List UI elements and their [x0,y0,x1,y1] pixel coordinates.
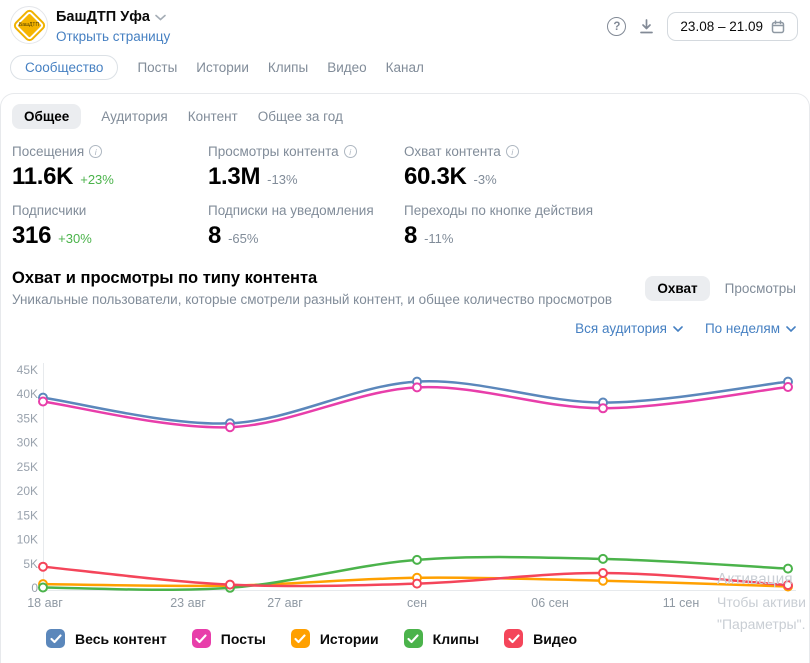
chart-point[interactable] [599,555,607,563]
audience-filter-dropdown[interactable]: Вся аудитория [575,321,683,336]
subtab-content[interactable]: Контент [188,104,238,129]
tab-community[interactable]: Сообщество [10,55,118,80]
date-range-value: 23.08 – 21.09 [680,19,763,34]
chevron-down-icon [673,326,683,332]
watermark-text: Активация Чтобы активи "Параметры". [717,569,806,635]
checkbox-checked-icon[interactable] [46,629,65,648]
stat-card-content-views: Просмотры контента i 1.3M -13% [208,143,404,191]
chart-point[interactable] [226,423,234,431]
stat-value: 1.3M [208,163,260,191]
y-tick-label: 15K [17,508,38,522]
stat-card-subscribers: Подписчики 316 +30% [12,202,208,250]
help-icon[interactable]: ? [607,17,626,36]
stat-delta: -11% [424,231,453,246]
legend-item-all-content[interactable]: Весь контент [46,629,167,648]
chart-point[interactable] [39,398,47,406]
subtab-general-year[interactable]: Общее за год [258,104,343,129]
sub-tabs: Общее Аудитория Контент Общее за год [12,104,343,129]
main-tabs: Сообщество Посты Истории Клипы Видео Кан… [10,55,424,80]
tab-video[interactable]: Видео [327,55,366,80]
chart-point[interactable] [599,404,607,412]
section-subtitle: Уникальные пользователи, которые смотрел… [12,292,612,307]
stat-card-visits: Посещения i 11.6K +23% [12,143,208,191]
y-tick-label: 40K [17,387,38,401]
y-tick-label: 20K [17,484,38,498]
tab-stories[interactable]: Истории [196,55,249,80]
legend-item-posts[interactable]: Посты [192,629,266,648]
tab-channel[interactable]: Канал [386,55,424,80]
x-tick-label: 23 авг [170,596,206,610]
chart-point[interactable] [599,569,607,577]
toggle-views[interactable]: Просмотры [725,281,796,296]
chart-point[interactable] [413,580,421,588]
chevron-down-icon [786,326,796,332]
checkbox-checked-icon[interactable] [404,629,423,648]
y-tick-label: 25K [17,460,38,474]
info-icon[interactable]: i [344,145,357,158]
subtab-general[interactable]: Общее [12,104,81,129]
legend-item-video[interactable]: Видео [504,629,577,648]
community-name[interactable]: БашДТП Уфа [56,9,166,25]
legend-item-clips[interactable]: Клипы [404,629,479,648]
download-icon[interactable] [638,18,655,35]
y-tick-label: 35K [17,411,38,425]
date-range-button[interactable]: 23.08 – 21.09 [667,12,798,41]
y-tick-label: 45K [17,363,38,377]
stat-value: 316 [12,222,51,250]
community-stats-page: БашДТП БашДТП Уфа Открыть страницу ? 23.… [0,0,810,663]
stat-value: 11.6K [12,163,73,191]
stat-card-notification-subs: Подписки на уведомления 8 -65% [208,202,404,250]
chart-legend: Весь контент Посты Истории Клипы Видео [46,629,577,648]
subtab-audience[interactable]: Аудитория [101,104,167,129]
calendar-icon [771,20,785,34]
tab-posts[interactable]: Посты [137,55,177,80]
community-avatar[interactable]: БашДТП [10,6,48,44]
x-tick-label: 18 авг [27,596,63,610]
tab-clips[interactable]: Клипы [268,55,308,80]
stat-delta: -13% [267,172,297,187]
content-reach-chart: 45K 40K 35K 30K 25K 20K 15K 10K 5K 018 авг 23 авг 2… [0,355,810,610]
x-tick-label: сен [407,596,427,610]
section-title: Охват и просмотры по типу контента [12,269,317,288]
stats-grid: Посещения i 11.6K +23% Просмотры контент… [12,143,593,250]
checkbox-checked-icon[interactable] [291,629,310,648]
stat-delta: +23% [80,172,114,187]
stat-value: 60.3K [404,163,467,191]
toggle-reach[interactable]: Охват [645,276,709,301]
chevron-down-icon [155,14,166,21]
y-tick-label: 30K [17,436,38,450]
chart-point[interactable] [226,581,234,589]
avatar-label: БашДТП [19,22,39,28]
stat-delta: -65% [228,231,258,246]
stat-value: 8 [208,222,221,250]
chart-line [43,387,788,427]
stat-delta: -3% [474,172,497,187]
checkbox-checked-icon[interactable] [504,629,523,648]
legend-item-stories[interactable]: Истории [291,629,379,648]
open-page-link[interactable]: Открыть страницу [56,29,170,44]
chart-point[interactable] [39,563,47,571]
y-tick-label: 5K [23,557,38,571]
stat-value: 8 [404,222,417,250]
chart-filters: Вся аудитория По неделям [575,321,796,336]
stat-delta: +30% [58,231,92,246]
period-filter-dropdown[interactable]: По неделям [705,321,796,336]
reach-views-toggle: Охват Просмотры [645,276,796,301]
y-tick-label: 10K [17,533,38,547]
info-icon[interactable]: i [506,145,519,158]
x-tick-label: 27 авг [267,596,303,610]
chart-point[interactable] [784,383,792,391]
stat-card-content-reach: Охват контента i 60.3K -3% [404,143,593,191]
x-tick-label: 06 сен [531,596,569,610]
chart-point[interactable] [413,556,421,564]
info-icon[interactable]: i [89,145,102,158]
x-tick-label: 11 сен [663,596,700,610]
chart-point[interactable] [413,383,421,391]
stat-card-action-button-clicks: Переходы по кнопке действия 8 -11% [404,202,593,250]
y-tick-label: 0 [31,581,38,595]
chart-point[interactable] [39,584,47,592]
checkbox-checked-icon[interactable] [192,629,211,648]
